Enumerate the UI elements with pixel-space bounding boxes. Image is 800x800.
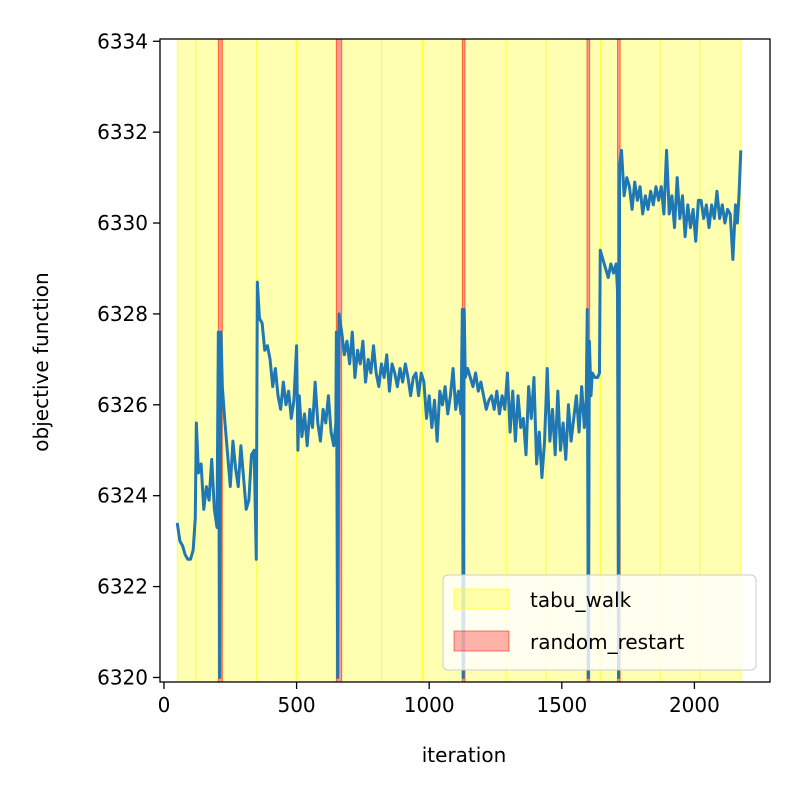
tabu-walk-band-1: [195, 38, 219, 683]
y-axis-ticks: 6320 6322 6324 6326 6328 6330 6332 6334: [97, 29, 160, 689]
y-tick-label: 6326: [97, 393, 148, 417]
series-layer: [175, 148, 743, 679]
tabu-walk-band-4: [296, 38, 337, 683]
legend-swatch-tabu-walk: [453, 588, 510, 610]
y-tick-label: 6334: [97, 29, 148, 53]
legend-label-tabu-walk: tabu_walk: [530, 588, 632, 612]
y-tick-label: 6320: [97, 665, 148, 689]
legend: tabu_walk random_restart: [442, 574, 757, 671]
y-tick-label: 6330: [97, 211, 148, 235]
y-tick-label: 6324: [97, 484, 148, 508]
x-tick-label: 1000: [404, 693, 455, 717]
y-tick-label: 6328: [97, 302, 148, 326]
y-tick-label: 6332: [97, 120, 148, 144]
tabu-walk-band-2: [221, 38, 258, 683]
x-tick-label: 1500: [536, 693, 587, 717]
legend-label-random-restart: random_restart: [530, 630, 684, 654]
tabu-walk-band-3: [256, 38, 298, 683]
objective-series-line: [175, 148, 743, 679]
x-tick-label: 0: [158, 693, 171, 717]
x-tick-label: 500: [277, 693, 315, 717]
legend-swatch-random-restart: [453, 630, 510, 652]
x-tick-label: 2000: [669, 693, 720, 717]
y-axis-label: objective function: [29, 272, 53, 451]
tabu-walk-band-0: [176, 38, 197, 683]
x-axis-ticks: 0 500 1000 1500 2000: [158, 682, 720, 717]
plot-frame: [159, 38, 771, 683]
y-tick-label: 6322: [97, 575, 148, 599]
x-axis-label: iteration: [422, 743, 507, 767]
legend-box: [442, 574, 757, 671]
